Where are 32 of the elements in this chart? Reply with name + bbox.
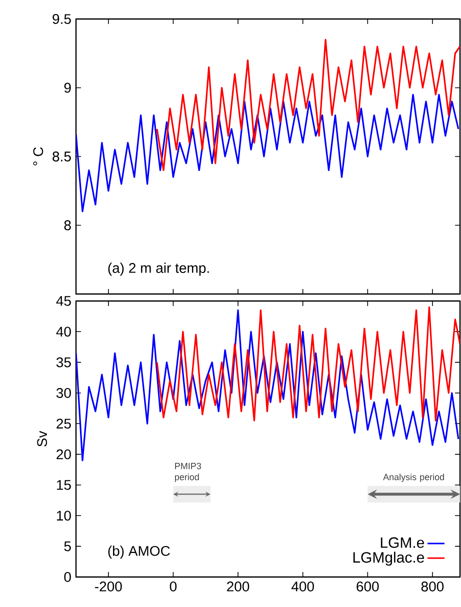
y-axis-title: ° C <box>33 147 44 166</box>
y-tick-label: 0 <box>64 572 71 582</box>
x-tick-label: -200 <box>95 582 122 592</box>
y-tick-label: 9 <box>64 82 71 93</box>
line-series <box>76 309 460 462</box>
y-tick-label: 10 <box>56 510 71 521</box>
legend-label: LGM.e <box>380 537 424 548</box>
y-tick-label: 45 <box>56 296 71 306</box>
line-series <box>156 38 460 172</box>
y-tick-label: 30 <box>56 388 71 398</box>
x-tick-label: 800 <box>421 582 444 592</box>
y-tick-label: 8 <box>64 220 71 230</box>
y-tick-label: 40 <box>56 326 71 337</box>
band-label: PMIP3 period <box>174 462 202 482</box>
line-series <box>156 306 460 422</box>
y-tick-label: 9.5 <box>52 14 71 24</box>
y-tick-label: 15 <box>56 480 71 490</box>
annotation: (a) 2 m air temp. <box>108 262 209 276</box>
annotation: (b) AMOC <box>108 546 170 559</box>
x-tick-label: 200 <box>227 582 250 592</box>
legend-label: LGMglac.e <box>353 552 424 566</box>
x-tick-label: 0 <box>170 582 177 592</box>
x-tick-label: 400 <box>291 582 314 592</box>
y-tick-label: 25 <box>56 418 71 429</box>
y-tick-label: 5 <box>64 541 71 552</box>
y-axis-title: Sv <box>37 430 48 447</box>
y-tick-label: 20 <box>56 449 71 460</box>
y-tick-label: 8.5 <box>52 152 71 162</box>
x-tick-label: 600 <box>356 582 379 592</box>
band-label: Analysis period <box>383 474 444 482</box>
line-series <box>76 94 460 212</box>
y-tick-label: 35 <box>56 357 71 368</box>
